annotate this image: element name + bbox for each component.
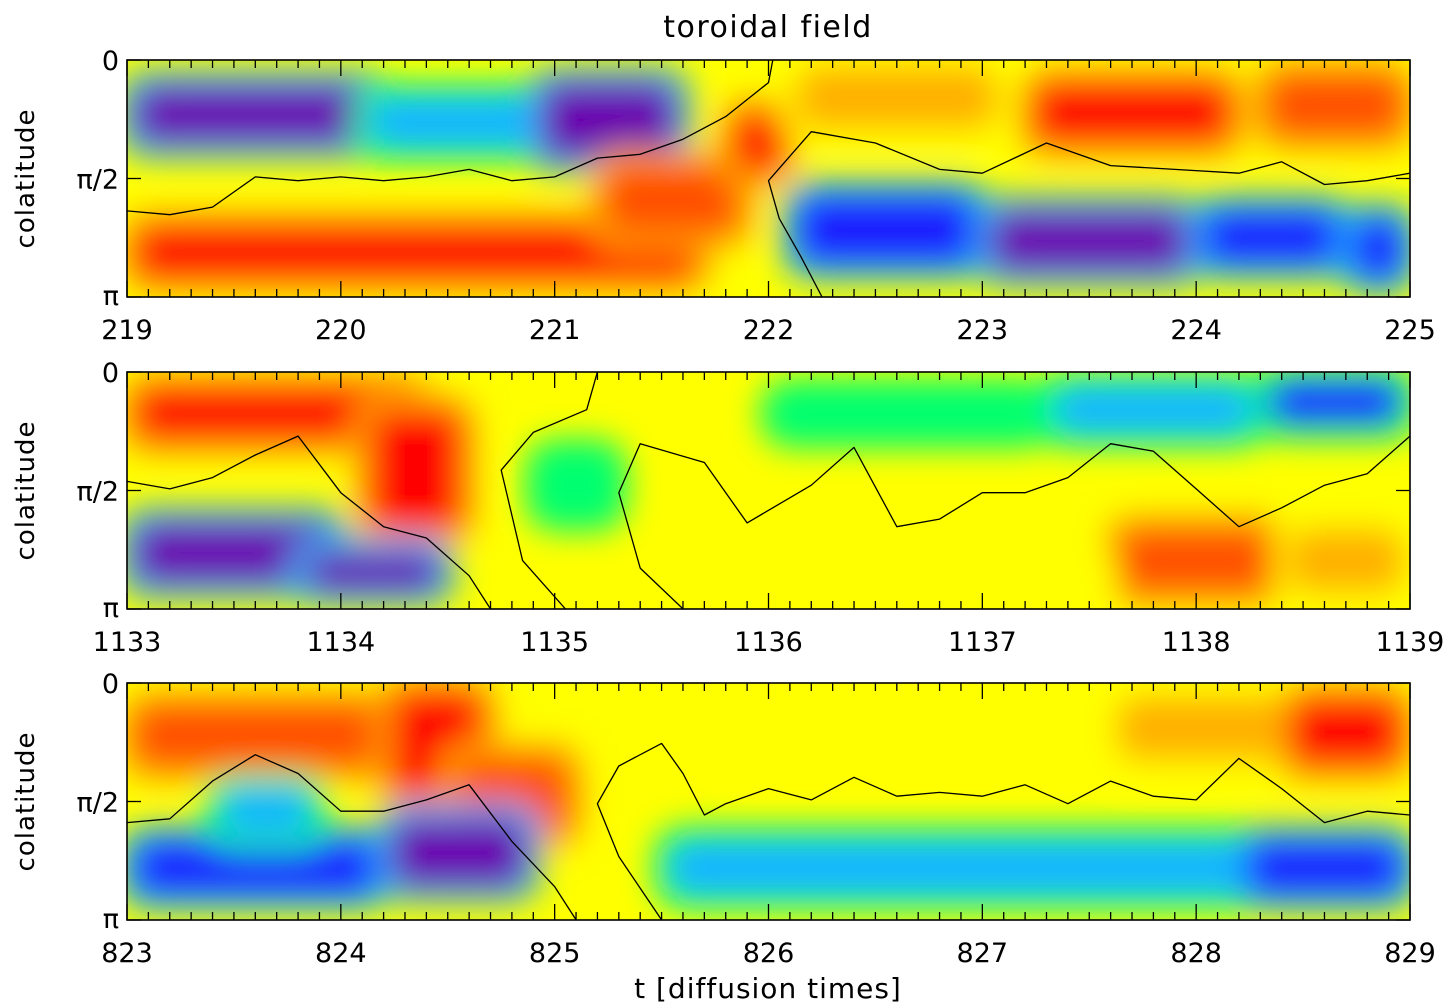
heatmap-blobs [127, 60, 1410, 295]
heatmap-cell [1266, 378, 1404, 427]
x-tick-label: 1135 [520, 627, 589, 658]
heatmap-cell [731, 111, 784, 175]
heatmap-cell [133, 385, 421, 442]
x-tick-label: 219 [101, 315, 153, 346]
zero-contour-line [127, 435, 492, 609]
zero-contour-line [127, 60, 774, 216]
heatmap-cell [1116, 696, 1298, 760]
x-tick-label: 1133 [93, 627, 162, 658]
x-tick-label: 827 [957, 938, 1009, 969]
heatmap-cell [667, 839, 1255, 896]
y-tick-label: π [103, 281, 119, 312]
heatmap-cell [1287, 528, 1404, 593]
heatmap-cell [133, 224, 699, 281]
x-tick-label: 828 [1170, 938, 1222, 969]
x-tick-label: 823 [101, 938, 153, 969]
y-tick-label: π/2 [76, 165, 119, 196]
x-tick-label: 1134 [306, 627, 375, 658]
heatmap-cell [1266, 73, 1404, 137]
x-tick-label: 829 [1384, 938, 1436, 969]
heatmap-cell [731, 704, 1084, 753]
zero-contour-line [596, 742, 1410, 920]
heatmap-cell [1031, 81, 1233, 145]
panel-2: 1133 1134 1135 1136 1137 1138 1139 0 π/2 π colatit… [11, 358, 1444, 658]
heatmap-cell [218, 787, 314, 836]
heatmap-cell [133, 84, 378, 145]
x-tick-label: 825 [529, 938, 581, 969]
y-axis-label: colatitude [11, 421, 41, 561]
heatmap-cell [539, 81, 677, 160]
panel-3: 823 824 825 826 827 828 829 0 π/2 π colatitude [11, 669, 1436, 969]
x-tick-label: 1138 [1162, 627, 1231, 658]
heatmap-cell [133, 521, 335, 585]
heatmap-cell [539, 453, 613, 517]
x-axis-label: t [diffusion times] [634, 972, 902, 1005]
heatmap-cell [795, 194, 977, 266]
x-tick-label: 826 [743, 938, 795, 969]
y-tick-label: π/2 [76, 788, 119, 819]
heatmap-blobs [127, 683, 1410, 910]
heatmap-cell [133, 839, 378, 896]
figure-title: toroidal field [663, 10, 873, 45]
y-tick-label: π [103, 904, 119, 935]
heatmap-cell [389, 817, 528, 889]
x-tick-label: 1136 [734, 627, 803, 658]
heatmap-cell [1287, 696, 1404, 768]
heatmap-blobs [127, 372, 1410, 607]
y-tick-label: 0 [102, 358, 119, 389]
x-axis-ticks [126, 372, 1411, 609]
heatmap-cell [368, 96, 549, 149]
x-tick-label: 1137 [948, 627, 1017, 658]
x-tick-label: 222 [743, 315, 795, 346]
heatmap-cell [1116, 528, 1276, 593]
y-tick-label: 0 [102, 669, 119, 700]
heatmap-area [127, 60, 1410, 297]
heatmap-cell [133, 704, 399, 768]
x-axis-ticks [126, 60, 1411, 297]
x-tick-label: 221 [529, 315, 581, 346]
heatmap-cell [988, 209, 1191, 273]
zero-contour-line [618, 435, 1410, 609]
zero-contour-line [767, 131, 1410, 297]
heatmap-cell [304, 551, 442, 593]
x-axis-ticks [126, 683, 1411, 920]
x-tick-label: 225 [1384, 315, 1436, 346]
y-tick-label: 0 [102, 46, 119, 77]
heatmap-cell [753, 559, 1105, 593]
x-tick-label: 223 [957, 315, 1009, 346]
zero-contour-line [127, 754, 577, 920]
heatmap-cell [1202, 209, 1340, 266]
heatmap-cell [603, 164, 742, 236]
heatmap-area [127, 372, 1410, 609]
heatmap-cell [795, 66, 998, 130]
y-axis-label: colatitude [11, 109, 41, 249]
heatmap-cell [1351, 216, 1404, 281]
y-axis-label: colatitude [11, 732, 41, 872]
heatmap-cell [774, 393, 1041, 434]
heatmap-cell [1244, 839, 1404, 896]
heatmap-cell [368, 408, 464, 532]
heatmap-cell [1052, 385, 1255, 434]
x-tick-label: 1139 [1376, 627, 1445, 658]
x-tick-label: 224 [1170, 315, 1222, 346]
y-tick-label: π/2 [76, 477, 119, 508]
x-tick-label: 220 [315, 315, 367, 346]
x-tick-label: 824 [315, 938, 367, 969]
y-tick-label: π [103, 593, 119, 624]
panel-1: 219 220 221 222 223 224 225 0 π/2 π colatitude [11, 46, 1436, 346]
zero-contour-line [500, 372, 599, 609]
heatmap-area [127, 683, 1410, 920]
